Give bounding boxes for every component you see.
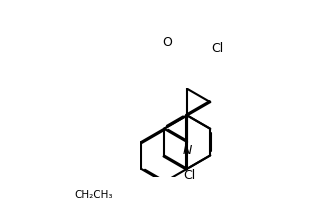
Text: N: N [183,144,192,157]
Text: Cl: Cl [183,169,195,182]
Text: O: O [162,36,172,49]
Text: CH₂CH₃: CH₂CH₃ [74,190,113,200]
Text: Cl: Cl [211,42,224,55]
